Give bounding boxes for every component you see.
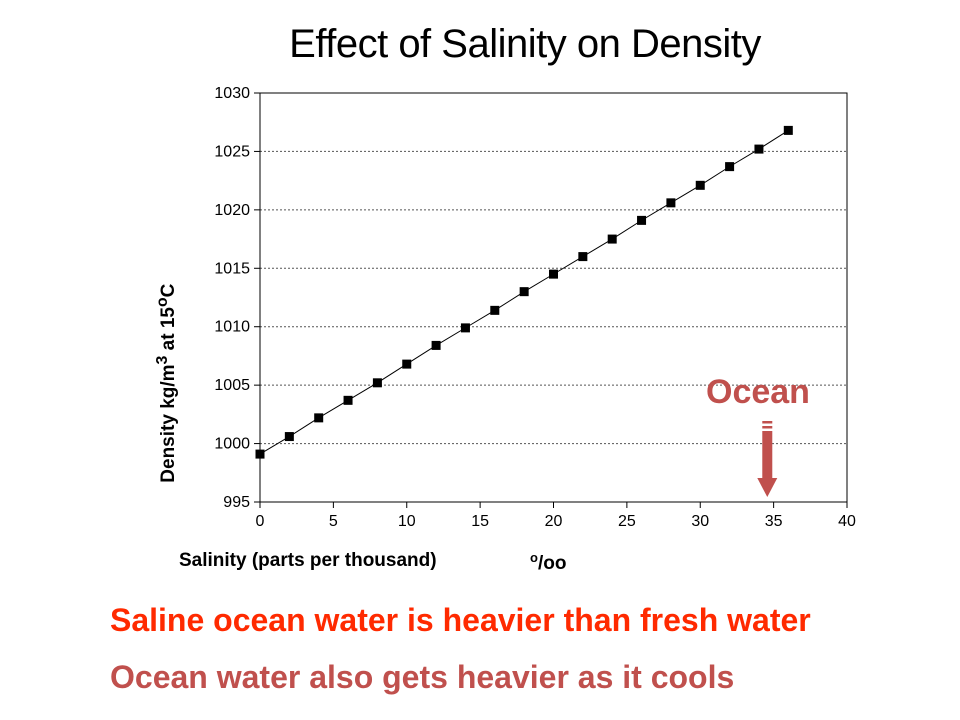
ocean-arrow-dash-0 — [762, 421, 773, 424]
data-point-20 — [549, 269, 558, 279]
y-tick-label-1000: 1000 — [214, 436, 250, 453]
data-point-14 — [460, 323, 470, 333]
data-point-36 — [783, 125, 793, 135]
y-tick-label-1010: 1010 — [214, 319, 250, 336]
gridlines — [260, 150, 847, 445]
ocean-arrow-shaft — [762, 431, 773, 480]
x-tick-label-10: 10 — [398, 513, 416, 530]
x-axis-label: Salinity (parts per thousand) — [179, 550, 437, 571]
data-point-32 — [725, 162, 735, 172]
data-point-12 — [431, 340, 441, 350]
x-tick-label-40: 40 — [838, 513, 856, 530]
slide-title: Effect of Salinity on Density — [289, 22, 761, 66]
ocean-annotation-label: Ocean — [706, 373, 810, 411]
x-tick-label-35: 35 — [765, 513, 783, 530]
data-point-28 — [666, 198, 676, 208]
data-point-24 — [607, 234, 617, 244]
data-point-16 — [490, 305, 500, 315]
y-tick-label-1030: 1030 — [214, 85, 250, 102]
x-tick-label-15: 15 — [471, 513, 489, 530]
ocean-arrow-dash-1 — [762, 426, 773, 429]
plot-frame — [259, 92, 848, 503]
x-tick-label-5: 5 — [329, 513, 338, 530]
x-tick-label-25: 25 — [618, 513, 636, 530]
data-point-22 — [578, 252, 588, 262]
x-tick-label-20: 20 — [545, 513, 563, 530]
note-saline-heavier: Saline ocean water is heavier than fresh… — [110, 602, 811, 638]
data-point-26 — [637, 215, 647, 225]
x-tick-label-30: 30 — [691, 513, 709, 530]
y-tick-label-1025: 1025 — [214, 143, 250, 160]
data-point-0 — [255, 449, 265, 459]
data-point-8 — [372, 378, 382, 388]
y-tick-label-1005: 1005 — [214, 377, 250, 394]
y-tick-label-995: 995 — [223, 494, 250, 511]
data-point-10 — [402, 359, 412, 369]
x-tick-label-0: 0 — [256, 513, 265, 530]
ocean-arrow — [757, 421, 778, 497]
ocean-arrow-head — [757, 478, 778, 497]
y-axis-label: Density kg/m3 at 15oC — [153, 283, 180, 483]
data-point-18 — [519, 287, 529, 297]
y-tick-label-1020: 1020 — [214, 202, 250, 219]
data-point-2 — [284, 432, 294, 442]
data-point-30 — [695, 180, 705, 190]
data-point-34 — [754, 144, 764, 154]
y-tick-label-1015: 1015 — [214, 260, 250, 277]
note-cooling-heavier: Ocean water also gets heavier as it cool… — [110, 659, 735, 695]
data-point-4 — [314, 413, 324, 423]
data-series — [255, 125, 793, 459]
x-unit-label: o/oo — [530, 550, 567, 574]
data-point-6 — [343, 395, 353, 405]
